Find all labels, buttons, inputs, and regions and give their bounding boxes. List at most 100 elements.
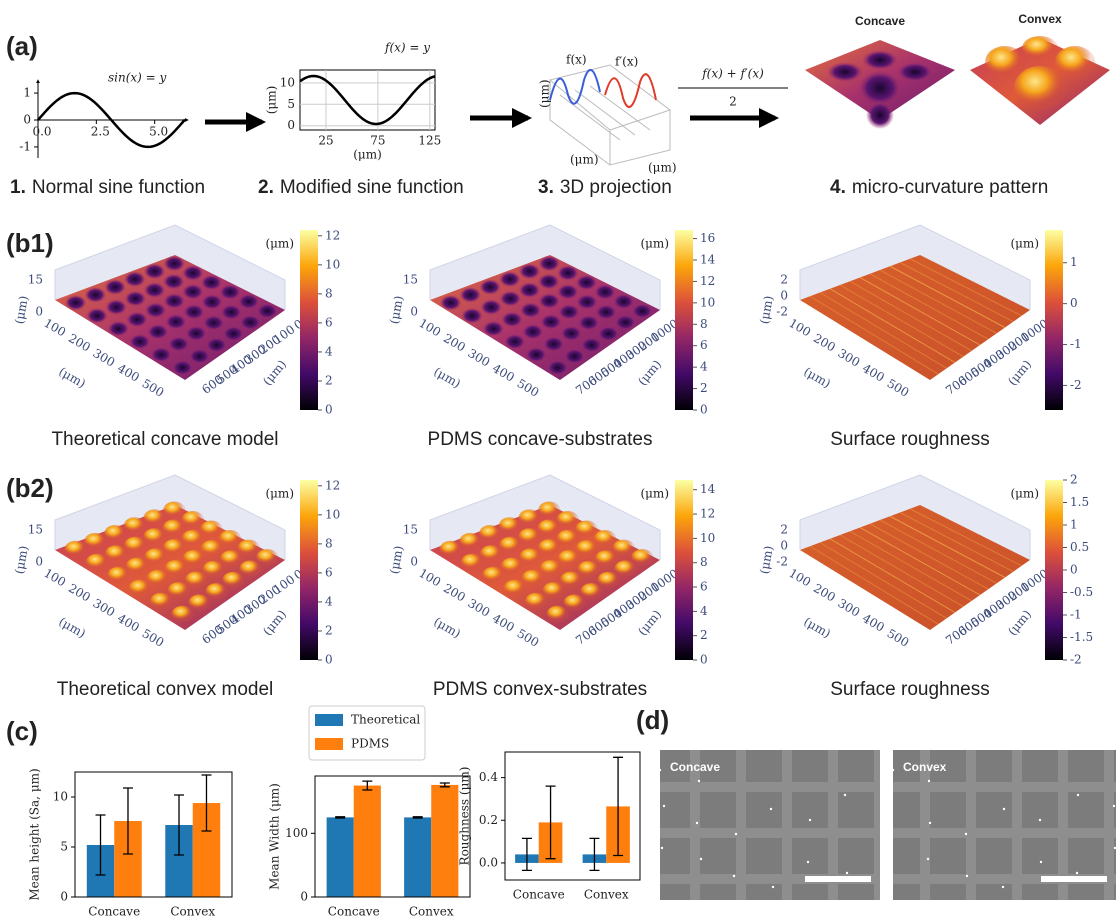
equation: f(x) = y	[384, 41, 430, 55]
axis2-label: (μm)	[635, 357, 664, 388]
colorbar-tick-label: 4	[700, 604, 708, 618]
projection-label: f′(x)	[615, 55, 638, 69]
y-tick-label: 0	[300, 890, 308, 904]
x-tick-label: 25	[318, 134, 333, 148]
dimple	[238, 294, 260, 310]
axis1-tick-label: 500	[885, 626, 912, 650]
axis1-tick-label: 500	[885, 376, 912, 400]
axis1-tick-label: 200	[441, 581, 468, 605]
speck	[733, 875, 735, 877]
dome	[147, 570, 169, 586]
dome	[124, 537, 146, 553]
x-tick-label: 2.5	[91, 125, 110, 139]
colorbar-unit: (μm)	[1010, 487, 1039, 501]
z-tick-label: -2	[776, 305, 788, 319]
dimple	[499, 271, 521, 287]
colorbar-tick-label: 4	[700, 360, 708, 374]
dimple	[107, 321, 129, 337]
colorbar-tick-label: 0	[1070, 296, 1078, 310]
colorbar-tick-label: 10	[700, 531, 715, 545]
dome	[501, 557, 523, 573]
dome	[581, 583, 603, 599]
speck	[661, 847, 663, 849]
colorbar-tick-label: 4	[325, 344, 333, 358]
dimple	[540, 314, 562, 330]
axis1-tick-label: 300	[466, 346, 493, 370]
y-tick-label: 5	[287, 97, 295, 111]
dimple	[220, 304, 242, 320]
colorbar-tick-label: 6	[700, 580, 708, 594]
axis1-tick-label: 400	[490, 611, 517, 635]
dome	[504, 580, 526, 596]
formula-numerator: f(x) + f′(x)	[701, 67, 764, 81]
axis2-label: (μm)	[260, 357, 289, 388]
colorbar-tick-label: 16	[700, 231, 715, 245]
dimple	[172, 360, 194, 376]
dimple	[239, 314, 261, 330]
colorbar-tick-label: 2	[325, 623, 333, 637]
dimple	[201, 275, 223, 291]
z-tick-label: 0	[780, 539, 788, 553]
dome	[219, 530, 241, 546]
y-axis-label: Mean Width (μm)	[268, 783, 282, 890]
dome	[168, 582, 190, 598]
axis1-label: (μm)	[431, 364, 463, 390]
speck	[770, 808, 772, 810]
equation: sin(x) = y	[108, 71, 167, 85]
dome	[144, 528, 166, 544]
convex-pattern	[970, 36, 1110, 125]
speck	[809, 819, 811, 821]
colorbar-tick-label: -2	[1070, 653, 1082, 667]
axis2-label: (μm)	[260, 607, 289, 638]
step-text: Normal sine function	[32, 177, 205, 198]
colorbar	[675, 230, 693, 410]
axis1-label: (μm)	[431, 614, 463, 640]
z-tick-label: 2	[780, 523, 788, 537]
axis1-label: (μm)	[56, 614, 88, 640]
dome	[594, 530, 616, 546]
dome	[222, 572, 244, 588]
dome	[525, 593, 547, 609]
axis-label: (μm)	[538, 79, 552, 108]
dimple	[206, 337, 228, 353]
dome	[145, 548, 167, 564]
colorbar	[1045, 230, 1063, 410]
axis1-tick-label: 500	[515, 626, 542, 650]
dome	[65, 541, 87, 557]
dimple	[105, 299, 127, 315]
y-tick-label: 0	[287, 118, 295, 132]
colorbar-unit: (μm)	[265, 237, 294, 251]
dimple	[614, 314, 636, 330]
dimple	[519, 282, 541, 298]
axis1-tick-label: 300	[836, 596, 863, 620]
dimple	[595, 304, 617, 320]
dome	[543, 582, 565, 598]
colorbar-tick-label: 2	[700, 381, 708, 395]
z-tick-label: 2	[780, 273, 788, 287]
dome	[182, 530, 204, 546]
legend-swatch	[315, 714, 343, 726]
axis1-tick-label: 300	[91, 346, 118, 370]
colorbar-tick-label: 10	[325, 507, 340, 521]
axis1-tick-label: 300	[91, 596, 118, 620]
step-number: 4.	[830, 177, 846, 198]
axis1-tick-label: 400	[490, 361, 517, 385]
dimple	[525, 347, 547, 363]
x-tick-label: Concave	[328, 905, 380, 919]
colorbar-tick-label: 0	[325, 653, 333, 667]
dimple	[597, 326, 619, 342]
colorbar-tick-label: 2	[1070, 473, 1078, 487]
speck	[1039, 819, 1041, 821]
bar	[354, 786, 381, 897]
error-bar	[335, 817, 345, 818]
colorbar-tick-label: 12	[700, 507, 715, 521]
dome	[124, 517, 146, 533]
dome	[595, 550, 617, 566]
dome	[631, 549, 653, 565]
dimple	[183, 304, 205, 320]
colorbar-tick-label: 10	[325, 257, 340, 271]
pattern-title: Concave	[855, 14, 905, 28]
z-axis-label: (μm)	[12, 295, 31, 326]
colorbar-unit: (μm)	[265, 487, 294, 501]
dimple	[557, 284, 579, 300]
